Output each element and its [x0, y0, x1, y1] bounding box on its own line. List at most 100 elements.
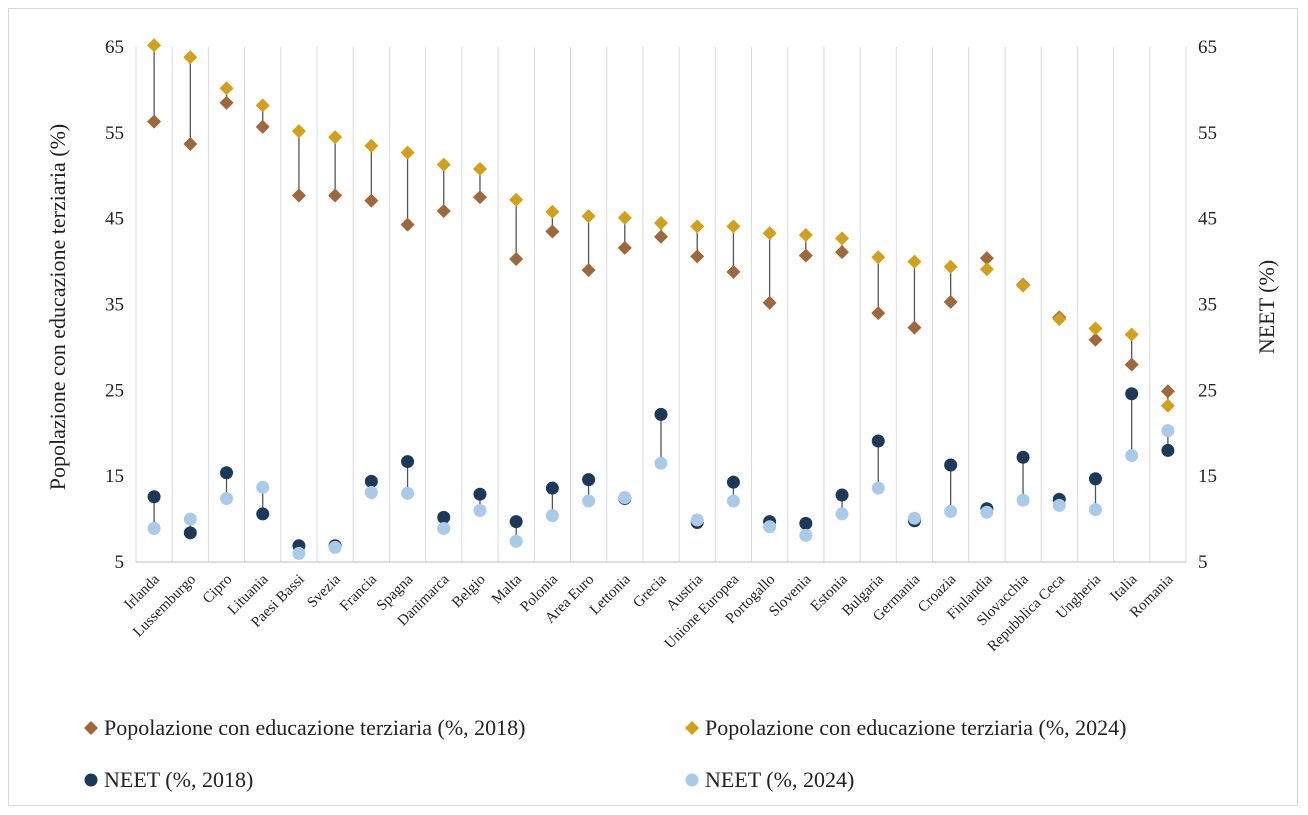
data-point-0	[1088, 332, 1103, 347]
data-point-0	[219, 95, 234, 110]
data-point-3	[618, 491, 632, 505]
y-axis-title-left: Popolazione con educazione terziaria (%)	[45, 124, 70, 490]
legend-marker	[84, 721, 98, 735]
data-point-0	[798, 248, 813, 263]
data-point-1	[219, 81, 234, 96]
legend-label: Popolazione con educazione terziaria (%,…	[104, 715, 525, 740]
data-point-2	[545, 481, 559, 495]
y-tick-label-right: 45	[1198, 209, 1217, 230]
data-point-2	[220, 466, 234, 480]
legend-marker	[685, 721, 699, 735]
data-point-0	[291, 188, 306, 203]
data-point-3	[980, 505, 994, 519]
data-point-2	[799, 516, 813, 530]
data-point-3	[835, 507, 849, 521]
y-tick-label-left: 5	[115, 552, 125, 573]
data-point-3	[256, 480, 270, 494]
data-point-0	[364, 193, 379, 208]
data-point-1	[509, 192, 524, 207]
data-point-3	[220, 491, 234, 505]
data-point-3	[183, 512, 197, 526]
data-point-3	[726, 494, 740, 508]
chart-frame: 5 15 25 35 45 55 65 5 15 25 35 45 55 65 Irlanda Lusse…	[8, 8, 1298, 806]
y-tick-label-right: 25	[1198, 380, 1217, 401]
data-point-3	[907, 511, 921, 525]
data-point-0	[654, 229, 668, 244]
y-tick-label-left: 45	[105, 209, 124, 230]
data-point-1	[943, 259, 958, 274]
data-point-1	[1160, 398, 1175, 413]
data-point-3	[582, 494, 596, 508]
data-point-2	[1088, 472, 1102, 486]
data-point-2	[509, 515, 523, 529]
y-axis-left: 5 15 25 35 45 55 65	[105, 37, 124, 573]
data-point-0	[907, 320, 922, 335]
data-point-2	[1016, 450, 1030, 464]
data-point-2	[256, 507, 270, 521]
data-point-1	[400, 145, 415, 160]
data-point-2	[183, 526, 197, 540]
data-point-0	[871, 306, 886, 321]
data-point-3	[473, 504, 487, 517]
data-point-1	[798, 227, 813, 242]
data-point-3	[1016, 493, 1030, 507]
y-tick-label-right: 15	[1198, 466, 1217, 487]
data-point-0	[762, 295, 777, 310]
data-point-2	[944, 458, 958, 472]
data-point-0	[690, 249, 705, 264]
data-point-0	[436, 203, 451, 218]
legend-marker	[685, 773, 699, 787]
legend-label: Popolazione con educazione terziaria (%,…	[705, 715, 1126, 740]
data-point-3	[1052, 498, 1066, 512]
data-point-2	[871, 434, 885, 448]
y-tick-label-left: 65	[105, 37, 124, 58]
data-point-1	[726, 219, 741, 234]
connector-lines	[153, 45, 1169, 554]
data-point-1	[581, 209, 596, 224]
y-axis-right: 5 15 25 35 45 55 65	[1198, 37, 1217, 573]
data-point-3	[147, 522, 161, 536]
data-point-1	[762, 226, 777, 241]
data-point-2	[364, 474, 378, 488]
data-point-1	[328, 130, 343, 145]
data-point-1	[255, 98, 270, 113]
legend-label: NEET (%, 2024)	[705, 767, 854, 792]
data-point-0	[400, 217, 415, 232]
data-point-0	[183, 136, 198, 151]
data-point-1	[654, 215, 668, 230]
y-tick-label-left: 15	[105, 466, 124, 487]
data-point-2	[835, 488, 849, 502]
data-point-2	[401, 455, 415, 469]
data-point-1	[183, 50, 198, 65]
data-point-3	[328, 540, 342, 554]
data-point-3	[545, 509, 559, 523]
data-point-2	[437, 510, 451, 524]
x-tick-label: Lettonia	[587, 571, 634, 618]
y-tick-label-left: 35	[105, 295, 124, 316]
data-point-2	[1161, 443, 1175, 457]
data-point-0	[545, 224, 560, 239]
legend-label: NEET (%, 2018)	[104, 767, 253, 792]
data-point-1	[907, 254, 922, 269]
data-point-2	[726, 475, 740, 489]
data-point-1	[979, 262, 994, 277]
data-point-2	[147, 490, 161, 504]
data-point-1	[1124, 327, 1139, 342]
data-point-3	[763, 520, 777, 534]
data-point-0	[617, 240, 632, 255]
x-tick-label: Italia	[1107, 571, 1140, 604]
data-point-0	[255, 119, 270, 134]
y-tick-label-right: 35	[1198, 295, 1217, 316]
data-point-3	[1125, 449, 1139, 463]
grid	[135, 47, 1187, 563]
data-point-3	[292, 546, 306, 560]
data-point-3	[437, 522, 451, 536]
data-point-1	[147, 38, 162, 53]
data-marks	[147, 38, 1175, 560]
y-tick-label-left: 55	[105, 123, 124, 144]
legend: Popolazione con educazione terziaria (%,…	[84, 715, 1126, 792]
data-point-3	[364, 485, 378, 499]
data-point-3	[944, 504, 958, 518]
data-point-0	[1124, 357, 1139, 372]
